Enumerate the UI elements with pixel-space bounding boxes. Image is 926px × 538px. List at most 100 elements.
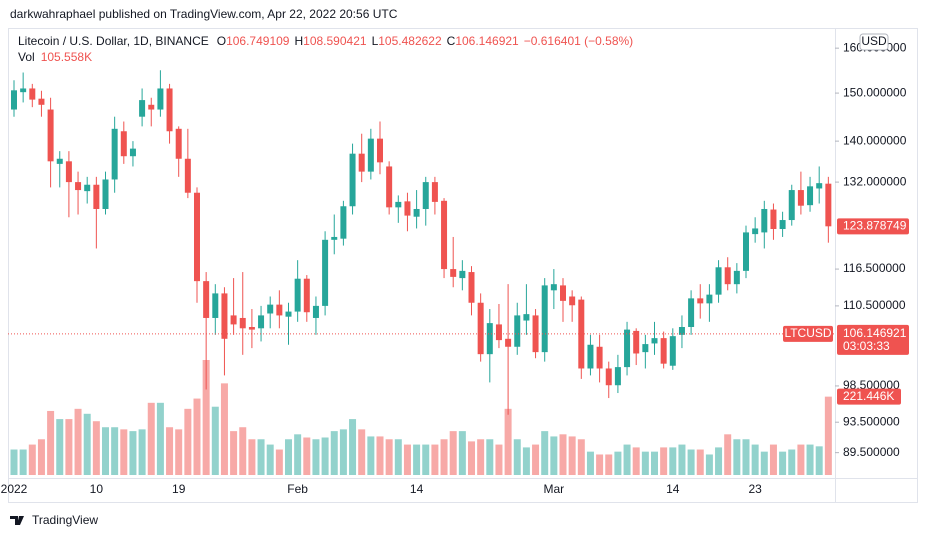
volume-bar xyxy=(477,439,485,475)
volume-bar xyxy=(102,427,109,475)
candle-body xyxy=(450,269,457,277)
candle-body xyxy=(93,184,100,209)
candle-body xyxy=(175,128,182,159)
candle-body xyxy=(550,284,557,291)
volume-bar xyxy=(751,444,759,475)
candle-body xyxy=(788,190,795,221)
candle-body xyxy=(660,338,667,364)
legend-key: H xyxy=(294,34,303,48)
last-price-label: 123.878749 xyxy=(843,218,907,232)
candle-body xyxy=(413,208,420,217)
candle-body xyxy=(715,267,722,295)
symbol-label: LTCUSD xyxy=(784,326,831,340)
legend-key: C xyxy=(447,34,456,48)
volume-bar xyxy=(769,444,777,475)
volume-bar xyxy=(495,444,503,475)
candle-body xyxy=(395,201,402,208)
candle-body xyxy=(358,153,365,172)
x-tick-label: 2022 xyxy=(1,482,28,496)
volume-bar xyxy=(504,408,512,475)
candle-body xyxy=(212,293,219,318)
volume-bar xyxy=(797,444,805,475)
volume-bar xyxy=(211,406,219,475)
volume-bar xyxy=(824,396,832,475)
volume-bar xyxy=(623,444,631,475)
x-tick-label: 14 xyxy=(410,482,424,496)
candle-body xyxy=(614,367,621,386)
volume-bar xyxy=(385,439,393,475)
candle-body xyxy=(642,344,649,353)
volume-bar xyxy=(275,449,283,475)
volume-bar xyxy=(705,454,713,475)
candle-body xyxy=(276,304,283,316)
candle-body xyxy=(303,278,310,313)
brand-name: TradingView xyxy=(32,513,98,527)
volume-bar xyxy=(449,431,457,475)
volume-bar xyxy=(303,437,311,475)
volume-bar xyxy=(669,447,677,475)
candle-body xyxy=(468,272,475,303)
publisher: darkwahraphael published on TradingView.… xyxy=(10,7,398,21)
volume-bar xyxy=(678,444,686,475)
volume-bar xyxy=(760,451,768,475)
volume-bar xyxy=(175,429,183,475)
volume-legend: 105.558K xyxy=(41,50,92,64)
volume-bar xyxy=(220,383,228,475)
volume-bar xyxy=(806,444,814,475)
currency-label: USD xyxy=(861,34,887,48)
volume-bar xyxy=(184,408,192,475)
brand: TradingView xyxy=(10,513,98,527)
candle-body xyxy=(541,285,548,353)
candle-body xyxy=(221,293,228,339)
legend-value: 106.749109 xyxy=(226,34,290,48)
candle-body xyxy=(203,281,210,318)
legend-change: −0.616401 (−0.58%) xyxy=(524,34,633,48)
volume-bar xyxy=(440,439,448,475)
volume-bar xyxy=(641,451,649,475)
candle-body xyxy=(29,88,36,100)
candle-body xyxy=(294,278,301,312)
candle-body xyxy=(166,88,173,132)
volume-bar xyxy=(266,444,274,475)
candle-body xyxy=(367,138,374,172)
volume-bar xyxy=(257,439,265,475)
candle-body xyxy=(239,317,246,329)
candle-body xyxy=(84,184,91,192)
candle-body xyxy=(486,323,493,355)
candle-body xyxy=(56,158,63,164)
candle-body xyxy=(669,336,676,366)
volume-bar xyxy=(742,439,750,475)
y-tick-label: 110.500000 xyxy=(843,298,906,312)
volume-bar xyxy=(358,429,366,475)
candle-body xyxy=(340,206,347,239)
candle-body xyxy=(322,239,329,306)
candle-body xyxy=(248,327,255,330)
y-tick-label: 89.500000 xyxy=(843,445,900,459)
volume-bar xyxy=(614,451,622,475)
volume-name: Vol xyxy=(18,50,35,64)
volume-bar xyxy=(156,402,164,475)
volume-bar xyxy=(596,454,604,475)
volume-bar xyxy=(788,449,796,475)
volume-bar xyxy=(65,419,73,475)
candle-body xyxy=(779,220,786,230)
legend-key: L xyxy=(372,34,379,48)
candle-body xyxy=(514,315,521,347)
volume-bar xyxy=(568,436,576,475)
candle-body xyxy=(38,98,45,105)
volume-bar xyxy=(422,444,430,475)
last-price-badge xyxy=(837,218,909,235)
candle-body xyxy=(770,209,777,230)
volume-layer xyxy=(10,360,832,475)
candle-body xyxy=(129,148,136,157)
volume-bar xyxy=(486,439,494,475)
volume-bar xyxy=(330,431,338,475)
candle-body xyxy=(11,90,17,110)
currency-badge xyxy=(859,33,889,51)
candle-body xyxy=(605,368,612,386)
volume-bar xyxy=(815,446,823,475)
symbol-title: Litecoin / U.S. Dollar, 1D, BINANCE xyxy=(18,34,209,48)
volume-bar xyxy=(294,434,302,475)
brand-logo xyxy=(10,516,24,525)
